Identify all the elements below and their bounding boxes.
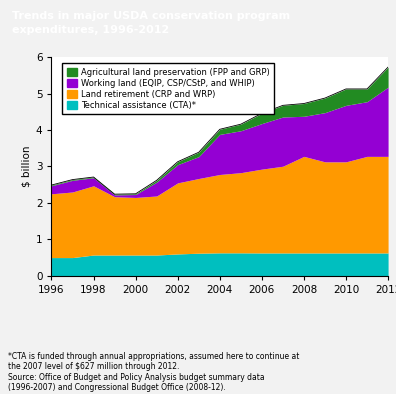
Y-axis label: $ billion: $ billion bbox=[22, 146, 32, 187]
Legend: Agricultural land preservation (FPP and GRP), Working land (EQIP, CSP/CStP, and : Agricultural land preservation (FPP and … bbox=[63, 63, 274, 114]
Text: Trends in major USDA conservation program
expenditures, 1996-2012: Trends in major USDA conservation progra… bbox=[12, 11, 290, 35]
Text: *CTA is funded through annual appropriations, assumed here to continue at
the 20: *CTA is funded through annual appropriat… bbox=[8, 352, 299, 392]
